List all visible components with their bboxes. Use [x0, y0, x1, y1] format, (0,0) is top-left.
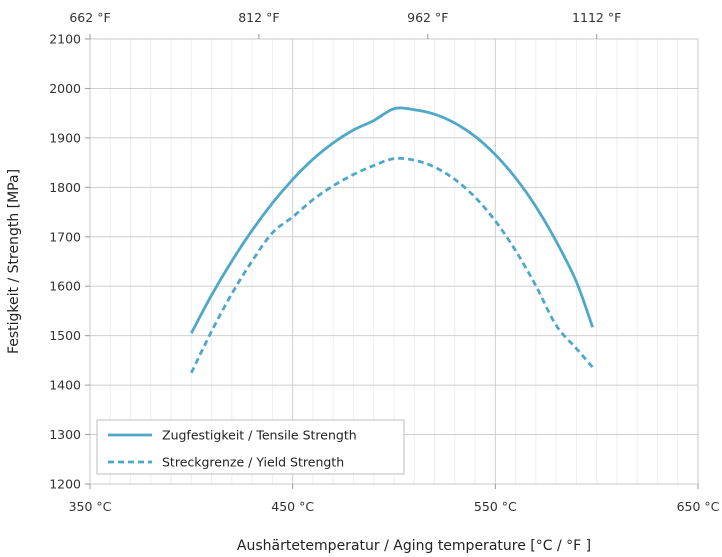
y-tick-label: 1900 — [49, 130, 81, 145]
series-line-yield — [190, 156, 594, 374]
y-axis-title: Festigkeit / Strength [MPa] — [6, 169, 22, 354]
y-tick-label: 1400 — [49, 378, 81, 393]
y-tick-label: 1700 — [49, 229, 81, 244]
y-tick-label: 1200 — [49, 477, 81, 492]
minor-gridlines — [109, 39, 679, 484]
legend-box — [96, 419, 405, 475]
x-tick-label: 650 °C — [677, 499, 720, 514]
y-tick-label: 2100 — [49, 32, 81, 47]
x-axis-title: Aushärtetemperatur / Aging temperature [… — [237, 538, 591, 554]
y-tick-label: 1300 — [49, 427, 81, 442]
legend-label-yield: Streckgrenze / Yield Strength — [162, 455, 344, 470]
x-tick-label: 550 °C — [474, 499, 517, 514]
y-tick-label: 1600 — [49, 279, 81, 294]
y-tick-label: 1800 — [49, 180, 81, 195]
legend-label-tensile: Zugfestigkeit / Tensile Strength — [162, 428, 357, 443]
y-tick-label: 2000 — [49, 81, 81, 96]
x2-tick-label: 962 °F — [407, 10, 448, 25]
x-tick-label: 350 °C — [69, 499, 112, 514]
tick-labels: 1200 1300 1400 1500 1600 1700 1800 1900 2000 2100… — [49, 10, 719, 514]
legend: Zugfestigkeit / Tensile Strength Streckg… — [96, 419, 405, 475]
x-tick-label: 450 °C — [271, 499, 314, 514]
y-tick-label: 1500 — [49, 328, 81, 343]
plot-area-frame — [89, 38, 699, 485]
series-layer — [190, 106, 594, 374]
x2-tick-label: 812 °F — [238, 10, 279, 25]
series-line-tensile — [190, 106, 594, 334]
x2-tick-label: 662 °F — [69, 10, 110, 25]
x2-tick-label: 1112 °F — [572, 10, 621, 25]
